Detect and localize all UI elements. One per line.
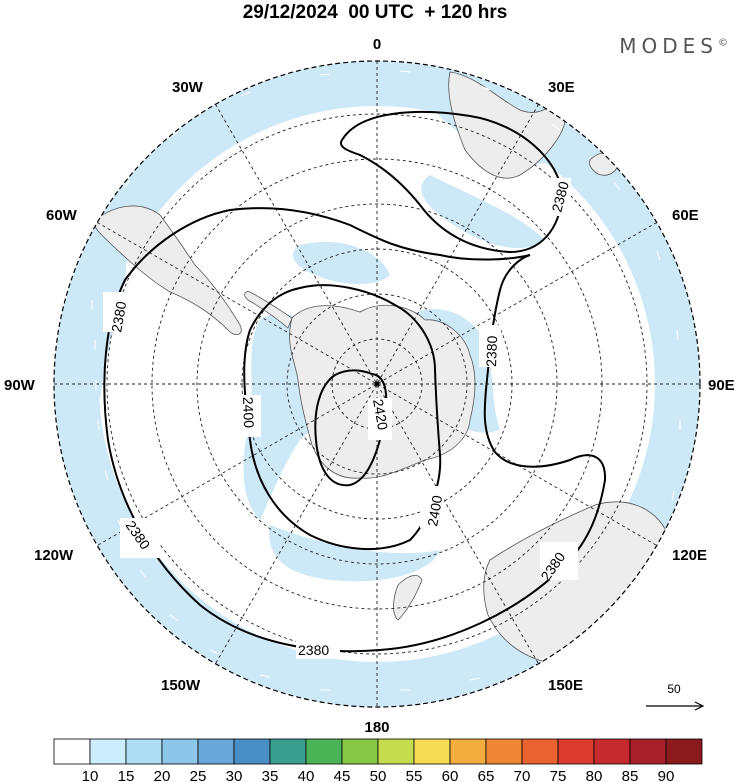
colorbar-tick-label: 45 — [334, 768, 351, 782]
contour-2400 — [243, 284, 442, 550]
southern-africa — [448, 71, 567, 179]
lon-label-150w: 150W — [161, 677, 201, 694]
colorbar-swatch — [89, 738, 127, 765]
colorbar-swatch — [629, 738, 667, 765]
colorbar-swatch — [161, 738, 199, 765]
colorbar-tick-label: 25 — [190, 768, 207, 782]
contour-label-2400-a: 2400 — [240, 397, 257, 429]
colorbar-tick-label: 60 — [442, 768, 459, 782]
lon-label-30e: 30E — [548, 79, 575, 96]
contour-label-bg — [368, 398, 392, 440]
contour-label-2380-c: 2380 — [483, 335, 500, 367]
colorbar-swatch — [269, 738, 307, 765]
colorbar-swatch — [305, 738, 343, 765]
brand-logo: MODES© — [619, 34, 728, 58]
longitude-labels: 0 30E 60E 90E 120E 150E 180 150W 120W 90… — [4, 36, 735, 736]
contour-label-bg — [120, 518, 160, 558]
colorbar-swatch — [521, 738, 559, 765]
pole-marker — [374, 381, 380, 387]
colorbar-swatch — [593, 738, 631, 765]
lon-label-60e: 60E — [672, 207, 699, 224]
colorbar-swatch — [233, 738, 271, 765]
arrowhead-icon — [694, 701, 705, 711]
lon-label-90w: 90W — [4, 377, 36, 394]
antarctica — [289, 305, 476, 479]
graticule — [54, 61, 700, 707]
lon-label-150e: 150E — [548, 677, 583, 694]
colorbar-tick-label: 90 — [658, 768, 675, 782]
colorbar-swatch — [377, 738, 415, 765]
colorbar-tick-label: 70 — [514, 768, 531, 782]
map-title: 29/12/2024 00 UTC + 120 hrs — [242, 2, 508, 23]
lon-label-90e: 90E — [708, 377, 735, 394]
south-america — [94, 205, 242, 335]
colorbar-tick-label: 55 — [406, 768, 423, 782]
antarctic-peninsula — [244, 291, 293, 329]
colorbar-swatch — [341, 738, 379, 765]
brand-name: MODES — [619, 34, 718, 58]
colorbar-tick-label: 85 — [622, 768, 639, 782]
colorbar-tick-label: 30 — [226, 768, 243, 782]
contour-label-bg — [296, 641, 340, 659]
tasmania — [526, 670, 546, 684]
colorbar-tick-label: 20 — [154, 768, 171, 782]
colorbar-swatch — [485, 738, 523, 765]
lon-label-60w: 60W — [46, 207, 78, 224]
lon-label-180: 180 — [364, 719, 389, 736]
colorbar-swatch — [53, 738, 91, 765]
contour-label-2380-a: 2380 — [548, 179, 572, 213]
contour-label-group: 2380 2380 2380 2380 2380 2380 2400 2400 … — [103, 178, 578, 659]
colorbar: 10 15 20 25 30 35 40 45 50 55 60 65 70 75 80 85 90 — [53, 738, 703, 782]
colorbar-swatch — [125, 738, 163, 765]
contour-2380-north — [340, 110, 564, 254]
contour-label-2380-b: 2380 — [108, 300, 129, 334]
colorbar-tick-label: 65 — [478, 768, 495, 782]
reference-vector: 50 — [646, 682, 705, 711]
contour-label-bg — [239, 395, 261, 437]
contour-label-bg — [540, 542, 578, 580]
reference-vector-label: 50 — [667, 682, 681, 696]
colorbar-tick-label: 35 — [262, 768, 279, 782]
lon-label-120e: 120E — [672, 547, 707, 564]
colorbar-tick-label: 40 — [298, 768, 315, 782]
lon-label-0: 0 — [373, 36, 381, 53]
contour-label-bg — [420, 486, 444, 528]
colorbar-swatch — [197, 738, 235, 765]
contour-label-2380-e: 2380 — [298, 642, 329, 658]
colorbar-swatch — [557, 738, 595, 765]
map-boundary — [53, 60, 701, 708]
colorbar-tick-label: 75 — [550, 768, 567, 782]
contour-label-2420: 2420 — [370, 398, 391, 432]
copyright-mark: © — [718, 37, 728, 49]
contour-label-bg — [479, 325, 501, 367]
colorbar-tick-label: 50 — [370, 768, 387, 782]
lon-label-30w: 30W — [172, 79, 204, 96]
contour-label-bg — [103, 292, 125, 332]
new-zealand — [393, 575, 423, 621]
colorbar-swatch — [413, 738, 451, 765]
contour-label-2400-b: 2400 — [424, 494, 445, 528]
contour-label-bg — [545, 178, 571, 216]
colorbar-swatch — [665, 738, 703, 765]
lon-label-120w: 120W — [34, 547, 74, 564]
colorbar-tick-label: 15 — [118, 768, 135, 782]
colorbar-tick-label: 80 — [586, 768, 603, 782]
colorbar-swatch — [449, 738, 487, 765]
colorbar-tick-label: 10 — [82, 768, 99, 782]
